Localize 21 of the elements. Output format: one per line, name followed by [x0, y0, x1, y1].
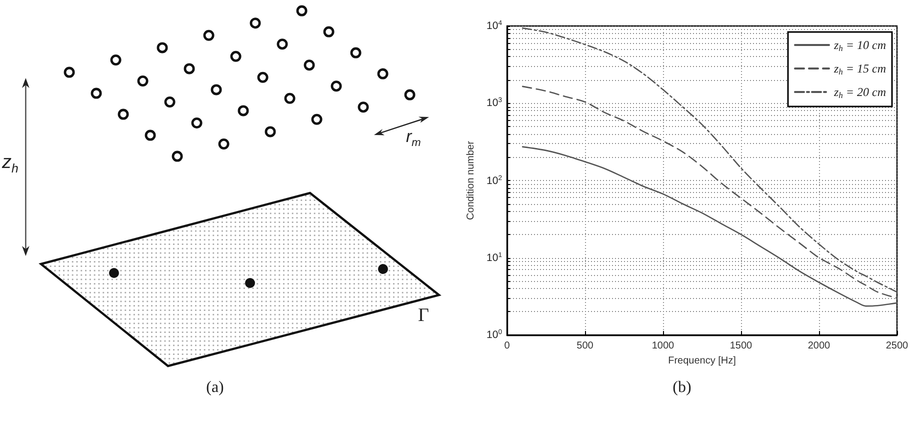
- x-tick-label: 1500: [730, 340, 753, 352]
- text: (a): [206, 379, 224, 396]
- x-tick-label: 500: [576, 340, 594, 352]
- text: (b): [672, 379, 692, 396]
- y-tick-label: 10$^{0}$: [486, 328, 502, 341]
- line-series: [522, 86, 898, 299]
- text: z$_{h}$: [2, 152, 18, 176]
- y-tick-label: 10$^{2}$: [486, 174, 502, 186]
- x-tick-label: 1000: [652, 340, 675, 352]
- y-tick-label: 10$^{1}$: [486, 252, 502, 264]
- text: r$_{m}$: [406, 127, 421, 149]
- y-tick-label: 10$^{4}$: [486, 20, 502, 32]
- x-tick-label: 2000: [808, 340, 831, 352]
- line-series: [522, 27, 898, 293]
- y-axis-title: Condition number: [466, 140, 476, 220]
- x-axis-title: Frequency [Hz]: [668, 355, 736, 366]
- x-tick-label: 0: [504, 340, 510, 352]
- text: Γ: [418, 305, 429, 326]
- x-tick-label: 2500: [886, 340, 909, 352]
- line-series: [522, 146, 898, 307]
- y-tick-label: 10$^{3}$: [486, 97, 502, 109]
